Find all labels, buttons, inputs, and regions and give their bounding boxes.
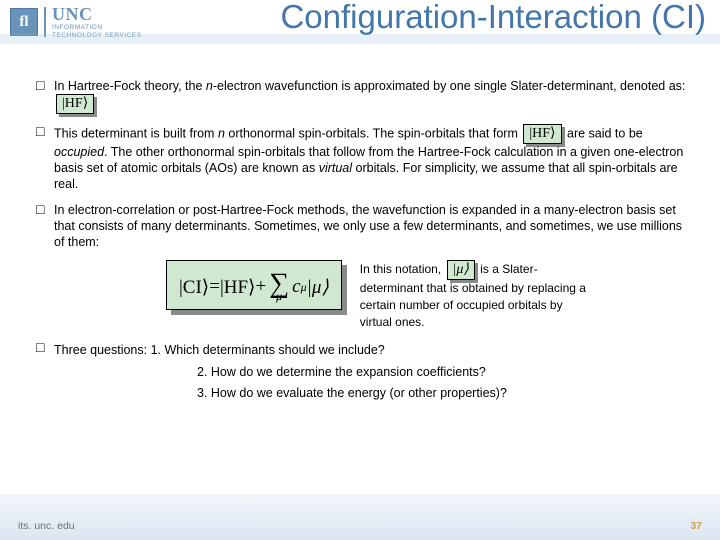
sigma-icon: ∑ μ xyxy=(269,274,289,301)
bullet-text: This determinant is built from n orthono… xyxy=(54,124,690,192)
logo-main: UNC xyxy=(52,5,141,23)
text-italic: n xyxy=(218,126,225,140)
formula-mu: |μ⟩ xyxy=(447,260,475,280)
logo-old-well-icon: fl xyxy=(10,8,38,36)
footer-url: its. unc. edu xyxy=(18,520,75,532)
bullet-marker-icon: □ xyxy=(36,202,54,250)
text: Three questions: xyxy=(54,343,151,357)
eq-plus: + xyxy=(255,276,266,298)
text: This determinant is built from xyxy=(54,126,218,140)
bullet-text: In Hartree-Fock theory, the n-electron w… xyxy=(54,78,690,114)
formula-hf: |HF⟩ xyxy=(56,94,94,114)
eq-c: c xyxy=(292,276,300,298)
page-number: 37 xyxy=(690,520,702,532)
text: are said to be xyxy=(564,126,643,140)
eq-lhs: |CI⟩ xyxy=(179,276,209,299)
question-3: 3. How do we evaluate the energy (or oth… xyxy=(197,383,690,404)
slide-body: □ In Hartree-Fock theory, the n-electron… xyxy=(0,44,720,404)
bullet-text: Three questions: 1. Which determinants s… xyxy=(54,340,690,404)
eq-ketmu: |μ⟩ xyxy=(307,276,329,299)
question-1: 1. Which determinants should we include? xyxy=(151,343,385,357)
text: orthonormal spin-orbitals. The spin-orbi… xyxy=(225,126,521,140)
bullet-marker-icon: □ xyxy=(36,124,54,192)
text-italic: occupied xyxy=(54,145,104,159)
unc-logo: fl UNC INFORMATION TECHNOLOGY SERVICES xyxy=(10,5,141,40)
text-italic: virtual xyxy=(319,161,352,175)
logo-sub2: TECHNOLOGY SERVICES xyxy=(52,33,141,40)
equation-ci: |CI⟩ = |HF⟩ + ∑ μ c μ |μ⟩ xyxy=(166,260,342,310)
question-2: 2. How do we determine the expansion coe… xyxy=(197,362,690,383)
bullet-item: □ In electron-correlation or post-Hartre… xyxy=(36,202,690,250)
equation-caption: In this notation, |μ⟩ is a Slater-determ… xyxy=(360,260,594,330)
bullet-text: In electron-correlation or post-Hartree-… xyxy=(54,202,690,250)
formula-hf: |HF⟩ xyxy=(523,124,561,144)
sigma-sub: μ xyxy=(276,292,282,300)
text-italic: n xyxy=(206,79,213,93)
bullet-item: □ In Hartree-Fock theory, the n-electron… xyxy=(36,78,690,114)
logo-sub1: INFORMATION xyxy=(52,25,141,32)
logo-letter: fl xyxy=(19,14,28,31)
eq-eq: = xyxy=(209,276,220,298)
logo-text: UNC INFORMATION TECHNOLOGY SERVICES xyxy=(52,5,141,40)
page-title: Configuration-Interaction (CI) xyxy=(280,0,706,36)
slide-footer: its. unc. edu 37 xyxy=(0,494,720,540)
eq-hf: |HF⟩ xyxy=(220,276,256,299)
logo-divider xyxy=(44,7,46,37)
bullet-item: □ This determinant is built from n ortho… xyxy=(36,124,690,192)
bullet-marker-icon: □ xyxy=(36,340,54,404)
bullet-item: □ Three questions: 1. Which determinants… xyxy=(36,340,690,404)
text: -electron wavefunction is approximated b… xyxy=(213,79,686,93)
equation-row: |CI⟩ = |HF⟩ + ∑ μ c μ |μ⟩ In this notatio… xyxy=(166,260,690,330)
text: In this notation, xyxy=(360,262,445,276)
text: In Hartree-Fock theory, the xyxy=(54,79,206,93)
slide-header: fl UNC INFORMATION TECHNOLOGY SERVICES C… xyxy=(0,0,720,44)
bullet-marker-icon: □ xyxy=(36,78,54,114)
text: In electron-correlation or post-Hartree-… xyxy=(54,203,682,249)
